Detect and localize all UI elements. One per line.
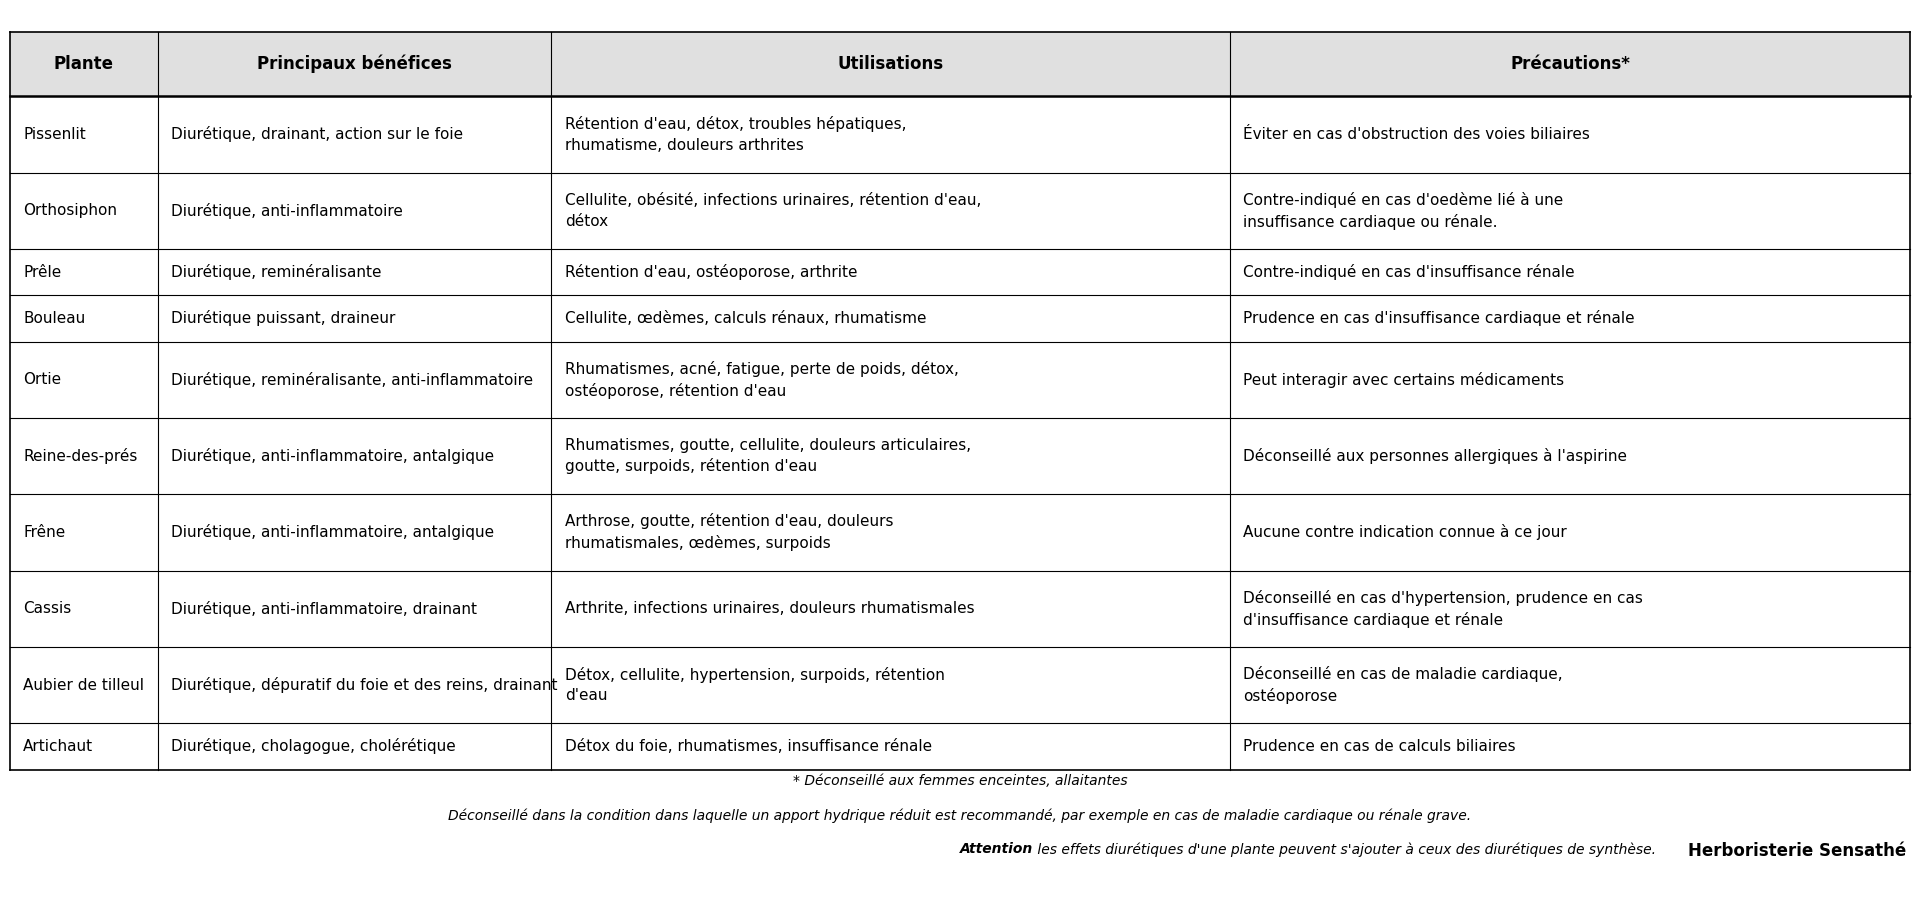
Text: Diurétique, anti-inflammatoire, antalgique: Diurétique, anti-inflammatoire, antalgiq… [171, 525, 495, 540]
Text: Prêle: Prêle [23, 265, 61, 280]
Text: Diurétique, drainant, action sur le foie: Diurétique, drainant, action sur le foie [171, 127, 463, 142]
Bar [10, 341, 1910, 418]
Bar [10, 418, 1910, 494]
Text: Reine-des-prés: Reine-des-prés [23, 448, 138, 464]
Text: Frêne: Frêne [23, 525, 65, 540]
Text: Diurétique, reminéralisante, anti-inflammatoire: Diurétique, reminéralisante, anti-inflam… [171, 372, 534, 388]
Text: Diurétique, cholagogue, cholérétique: Diurétique, cholagogue, cholérétique [171, 738, 457, 754]
Text: Déconseillé en cas de maladie cardiaque,
ostéoporose: Déconseillé en cas de maladie cardiaque,… [1244, 666, 1563, 704]
Text: Déconseillé en cas d'hypertension, prudence en cas
d'insuffisance cardiaque et r: Déconseillé en cas d'hypertension, prude… [1244, 590, 1644, 627]
Text: Précautions*: Précautions* [1511, 55, 1630, 73]
Text: Aubier de tilleul: Aubier de tilleul [23, 678, 144, 693]
Text: Rhumatismes, goutte, cellulite, douleurs articulaires,
goutte, surpoids, rétenti: Rhumatismes, goutte, cellulite, douleurs… [564, 437, 972, 474]
Text: Arthrite, infections urinaires, douleurs rhumatismales: Arthrite, infections urinaires, douleurs… [564, 601, 973, 617]
Text: Pissenlit: Pissenlit [23, 127, 86, 142]
Text: Orthosiphon: Orthosiphon [23, 203, 117, 219]
Text: Diurétique puissant, draineur: Diurétique puissant, draineur [171, 310, 396, 327]
Text: Cassis: Cassis [23, 601, 71, 617]
Text: Artichaut: Artichaut [23, 739, 94, 754]
Text: Diurétique, anti-inflammatoire: Diurétique, anti-inflammatoire [171, 202, 403, 219]
Text: Bouleau: Bouleau [23, 310, 84, 326]
Text: Ortie: Ortie [23, 373, 61, 387]
Text: Prudence en cas d'insuffisance cardiaque et rénale: Prudence en cas d'insuffisance cardiaque… [1244, 310, 1636, 327]
Text: Diurétique, anti-inflammatoire, antalgique: Diurétique, anti-inflammatoire, antalgiq… [171, 448, 495, 464]
Text: Arthrose, goutte, rétention d'eau, douleurs
rhumatismales, œdèmes, surpoids: Arthrose, goutte, rétention d'eau, doule… [564, 514, 893, 552]
Text: les effets diurétiques d'une plante peuvent s'ajouter à ceux des diurétiques de : les effets diurétiques d'une plante peuv… [1033, 842, 1655, 857]
Text: Peut interagir avec certains médicaments: Peut interagir avec certains médicaments [1244, 372, 1565, 388]
Text: Déconseillé aux personnes allergiques à l'aspirine: Déconseillé aux personnes allergiques à … [1244, 448, 1628, 464]
Text: Déconseillé dans la condition dans laquelle un apport hydrique réduit est recomm: Déconseillé dans la condition dans laque… [449, 808, 1471, 823]
Bar [10, 173, 1910, 249]
Text: Éviter en cas d'obstruction des voies biliaires: Éviter en cas d'obstruction des voies bi… [1244, 127, 1590, 142]
Bar [10, 647, 1910, 724]
Text: Contre-indiqué en cas d'insuffisance rénale: Contre-indiqué en cas d'insuffisance rén… [1244, 264, 1574, 280]
Bar [10, 494, 1910, 571]
Text: Utilisations: Utilisations [837, 55, 945, 73]
Bar [10, 295, 1910, 341]
Bar [10, 724, 1910, 770]
Text: Cellulite, obésité, infections urinaires, rétention d'eau,
détox: Cellulite, obésité, infections urinaires… [564, 194, 981, 229]
Text: Herboristerie Sensathé: Herboristerie Sensathé [1688, 842, 1907, 860]
Text: Diurétique, dépuratif du foie et des reins, drainant: Diurétique, dépuratif du foie et des rei… [171, 677, 559, 693]
Text: Cellulite, œdèmes, calculs rénaux, rhumatisme: Cellulite, œdèmes, calculs rénaux, rhuma… [564, 310, 925, 326]
Text: Attention: Attention [960, 842, 1033, 857]
Text: Prudence en cas de calculs biliaires: Prudence en cas de calculs biliaires [1244, 739, 1517, 754]
Text: Diurétique, reminéralisante: Diurétique, reminéralisante [171, 264, 382, 280]
Text: Détox, cellulite, hypertension, surpoids, rétention
d'eau: Détox, cellulite, hypertension, surpoids… [564, 667, 945, 703]
Text: Plante: Plante [54, 55, 113, 73]
Text: Rétention d'eau, ostéoporose, arthrite: Rétention d'eau, ostéoporose, arthrite [564, 264, 856, 280]
Bar [10, 571, 1910, 647]
Text: Rétention d'eau, détox, troubles hépatiques,
rhumatisme, douleurs arthrites: Rétention d'eau, détox, troubles hépatiq… [564, 116, 906, 153]
Text: * Déconseillé aux femmes enceintes, allaitantes: * Déconseillé aux femmes enceintes, alla… [793, 774, 1127, 788]
Bar [10, 96, 1910, 173]
Text: Principaux bénéfices: Principaux bénéfices [257, 55, 451, 73]
Bar [10, 32, 1910, 96]
Text: Contre-indiqué en cas d'oedème lié à une
insuffisance cardiaque ou rénale.: Contre-indiqué en cas d'oedème lié à une… [1244, 192, 1563, 230]
Text: Détox du foie, rhumatismes, insuffisance rénale: Détox du foie, rhumatismes, insuffisance… [564, 739, 931, 754]
Bar [10, 249, 1910, 295]
Text: Aucune contre indication connue à ce jour: Aucune contre indication connue à ce jou… [1244, 525, 1567, 540]
Text: Rhumatismes, acné, fatigue, perte de poids, détox,
ostéoporose, rétention d'eau: Rhumatismes, acné, fatigue, perte de poi… [564, 361, 958, 399]
Text: Diurétique, anti-inflammatoire, drainant: Diurétique, anti-inflammatoire, drainant [171, 600, 478, 617]
